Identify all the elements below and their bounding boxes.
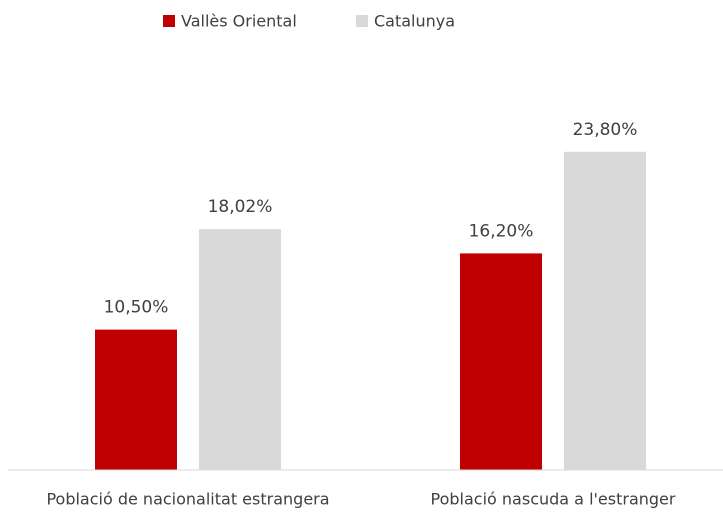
legend-label: Vallès Oriental: [181, 12, 297, 31]
x-tick-label: Població de nacionalitat estrangera: [46, 490, 329, 509]
legend-swatch: [356, 15, 368, 27]
bar: [199, 229, 281, 470]
value-label: 18,02%: [208, 197, 273, 217]
value-label: 10,50%: [104, 298, 169, 318]
x-tick-label: Població nascuda a l'estranger: [431, 490, 676, 509]
legend-swatch: [163, 15, 175, 27]
bar: [460, 253, 542, 470]
value-label: 23,80%: [573, 120, 638, 140]
bar: [564, 151, 646, 470]
value-label: 16,20%: [469, 221, 534, 241]
bar: [95, 329, 177, 470]
legend-label: Catalunya: [374, 12, 455, 31]
